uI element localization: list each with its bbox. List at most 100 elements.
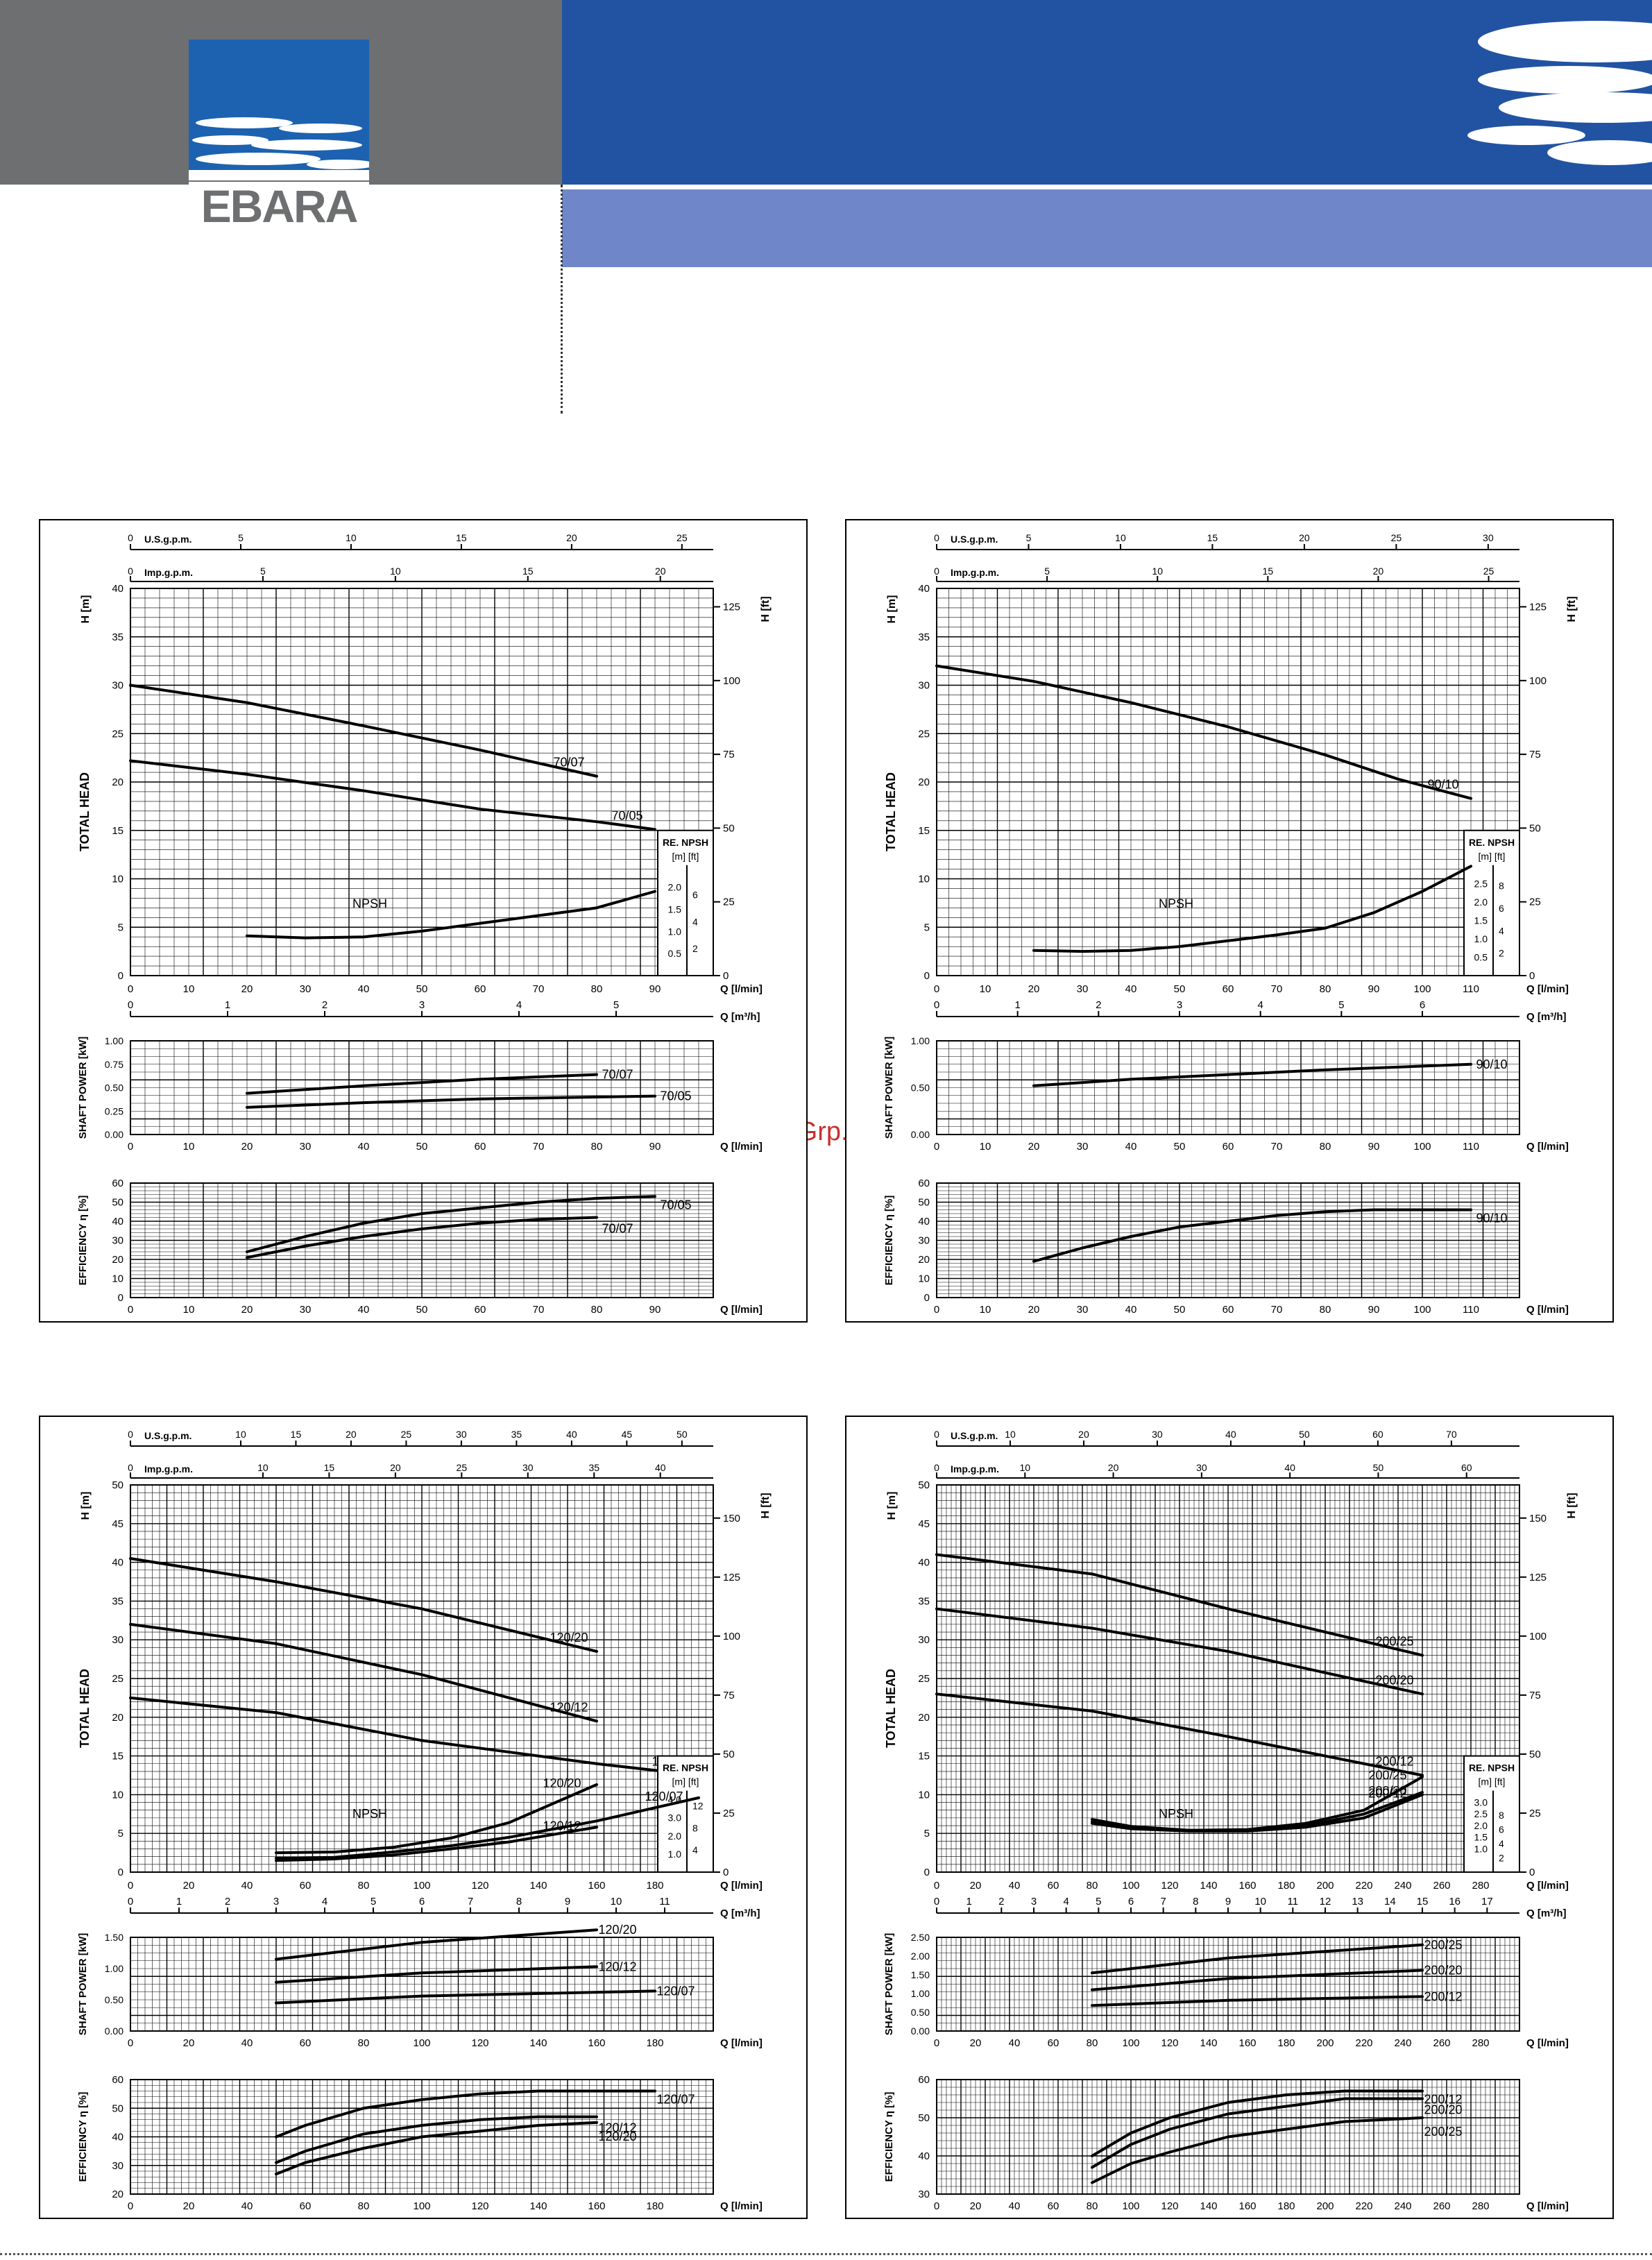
impgpm-label: Imp.g.p.m. — [951, 567, 999, 578]
m3h-tick-label: 1 — [1014, 999, 1020, 1011]
m3h-tick-label: 2 — [1096, 999, 1101, 1011]
q-tick-label: 80 — [358, 1880, 370, 1892]
head-ft-tick-label: 50 — [723, 822, 735, 834]
efficiency-curve-label: 120/07 — [656, 2093, 695, 2107]
q-tick-label: 140 — [1200, 1880, 1217, 1892]
chart-panel-90: U.S.g.p.m. Imp.g.p.m. 0 5 10 15 20 25 30 0 5 10 15 20… — [845, 519, 1614, 1323]
efficiency-curve-120/20 — [275, 2121, 598, 2176]
efficiency-curve-200/25 — [1091, 2116, 1424, 2184]
head-tick-label: 30 — [112, 1634, 124, 1646]
npsh-m-tick: 1.5 — [1474, 915, 1488, 926]
efficiency-tick-label: 60 — [112, 1178, 124, 1189]
head-curve-200/12 — [935, 1692, 1424, 1777]
m3h-tick-label: 1 — [176, 1896, 182, 1908]
npsh-m-tick: 1.0 — [1474, 933, 1488, 944]
q-tick-label: 0 — [128, 2037, 133, 2049]
usgpm-tick-label: 30 — [456, 1429, 467, 1440]
npsh-ft-tick: 8 — [1499, 1810, 1504, 1821]
q-tick-label: 30 — [1077, 983, 1089, 995]
q-tick-label: 70 — [1271, 983, 1283, 995]
usgpm-tick-label: 25 — [1391, 532, 1402, 543]
head-tick-label: 0 — [118, 970, 124, 982]
q-tick-label: 60 — [475, 1304, 486, 1316]
q-tick-label: 50 — [416, 1304, 428, 1316]
q-tick-label: 80 — [591, 1141, 603, 1153]
q-tick-label: 120 — [471, 2200, 488, 2212]
efficiency-curve-label: 70/05 — [660, 1198, 691, 1212]
q-axis-title: Q [l/min] — [1526, 1141, 1569, 1153]
efficiency-curve-200/20 — [1091, 2097, 1424, 2169]
usgpm-tick-label: 30 — [1483, 532, 1494, 543]
head-tick-label: 10 — [112, 874, 124, 885]
head-tick-label: 30 — [918, 680, 930, 692]
q-tick-label: 30 — [300, 983, 312, 995]
usgpm-tick-label: 25 — [676, 532, 688, 543]
q-tick-label: 20 — [241, 1141, 253, 1153]
q-tick-label: 10 — [980, 983, 991, 995]
head-ft-tick-label: 150 — [1529, 1513, 1547, 1524]
npsh-curve-120/07 — [275, 1796, 700, 1860]
m3h-tick-label: 4 — [516, 999, 522, 1011]
efficiency-tick-label: 60 — [112, 2074, 124, 2086]
impgpm-tick-label: 15 — [1263, 566, 1274, 577]
q-tick-label: 140 — [529, 1880, 547, 1892]
power-curve-70/05 — [246, 1094, 656, 1109]
q-axis-title: Q [l/min] — [1526, 2200, 1569, 2212]
npsh-m-tick: 2.0 — [1474, 1820, 1488, 1831]
power-tick-label: 0.00 — [911, 1129, 930, 1140]
efficiency-tick-label: 30 — [918, 2189, 930, 2200]
q-tick-label: 60 — [475, 983, 486, 995]
head-ft-tick-label: 75 — [723, 1690, 735, 1701]
power-curve-90/10 — [1032, 1062, 1472, 1087]
q-tick-label: 20 — [970, 1880, 982, 1892]
npsh-m-tick: 1.0 — [668, 1849, 682, 1860]
efficiency-curve-90/10 — [1032, 1208, 1472, 1263]
head-tick-label: 30 — [112, 680, 124, 692]
npsh-curve-200/12 — [1091, 1793, 1424, 1833]
head-tick-label: 5 — [118, 1828, 124, 1840]
m3h-axis-title: Q [m³/h] — [1526, 1011, 1567, 1023]
efficiency-tick-label: 50 — [918, 1197, 930, 1209]
usgpm-tick-label: 40 — [566, 1429, 577, 1440]
m3h-tick-label: 5 — [1096, 1896, 1101, 1908]
npsh-ft-tick: 4 — [1499, 925, 1504, 936]
head-curve-70/05 — [129, 759, 656, 831]
npsh-box — [1463, 1755, 1520, 1873]
head-tick-label: 35 — [112, 1595, 124, 1607]
power-curve-120/12 — [275, 1965, 598, 1984]
efficiency-curve-label: 90/10 — [1476, 1212, 1507, 1225]
power-curve-label: 200/25 — [1424, 1938, 1462, 1952]
q-tick-label: 200 — [1316, 2200, 1334, 2212]
power-curve-200/12 — [1091, 1995, 1424, 2007]
usgpm-tick-label: 10 — [1005, 1429, 1016, 1440]
head-ft-axis-title: H [ft] — [760, 1493, 772, 1518]
npsh-label: NPSH — [1159, 897, 1193, 910]
q-tick-label: 0 — [934, 2037, 939, 2049]
usgpm-tick-label: 40 — [1225, 1429, 1236, 1440]
impgpm-tick-label: 0 — [128, 1462, 133, 1473]
q-tick-label: 260 — [1433, 2037, 1450, 2049]
head-ft-tick-label: 125 — [1529, 602, 1547, 613]
npsh-ft-tick: 4 — [1499, 1838, 1504, 1849]
npsh-curve-label: 120/20 — [543, 1776, 581, 1790]
npsh-label: NPSH — [352, 1807, 387, 1821]
head-ft-tick-label: 125 — [723, 1572, 740, 1583]
q-tick-label: 40 — [1009, 1880, 1021, 1892]
m3h-tick-label: 10 — [1254, 1896, 1266, 1908]
impgpm-tick-label: 10 — [257, 1462, 269, 1473]
head-ft-tick-label: 125 — [723, 602, 740, 613]
efficiency-curve-label: 200/20 — [1424, 2103, 1462, 2117]
m3h-axis-title: Q [m³/h] — [720, 1011, 760, 1023]
q-tick-label: 20 — [183, 1880, 195, 1892]
npsh-ft-tick: 6 — [1499, 1824, 1504, 1835]
efficiency-tick-label: 30 — [112, 1235, 124, 1247]
impgpm-tick-label: 35 — [588, 1462, 599, 1473]
impgpm-tick-label: 0 — [934, 1462, 939, 1473]
impgpm-tick-label: 15 — [522, 566, 534, 577]
head-curve-120/12 — [129, 1622, 598, 1723]
m3h-tick-label: 5 — [1338, 999, 1344, 1011]
head-ft-axis-title: H [ft] — [760, 596, 772, 622]
q-tick-label: 20 — [1028, 1304, 1040, 1316]
q-tick-label: 100 — [1413, 1304, 1431, 1316]
q-tick-label: 0 — [128, 2200, 133, 2212]
